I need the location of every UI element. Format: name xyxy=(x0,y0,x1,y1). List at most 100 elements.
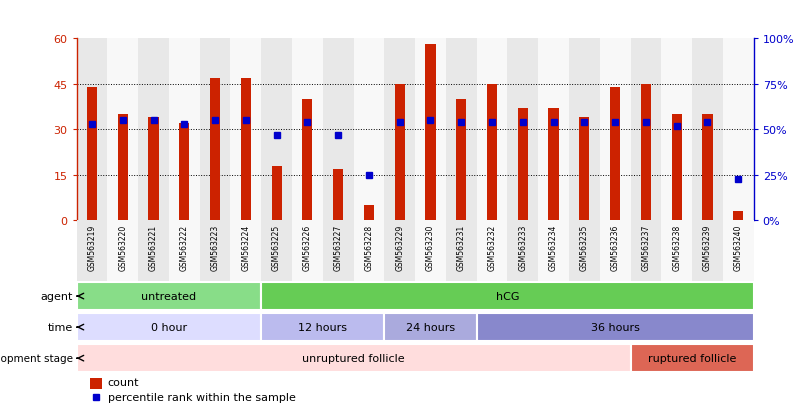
Text: GSM563219: GSM563219 xyxy=(88,224,97,270)
Bar xyxy=(87,88,97,221)
Bar xyxy=(148,118,159,221)
Bar xyxy=(322,221,354,281)
Bar xyxy=(107,221,138,281)
Text: GSM563239: GSM563239 xyxy=(703,224,712,270)
Text: time: time xyxy=(48,322,73,332)
Bar xyxy=(702,115,713,221)
Text: ruptured follicle: ruptured follicle xyxy=(648,353,736,363)
Bar xyxy=(487,85,497,221)
FancyBboxPatch shape xyxy=(476,313,754,342)
Text: GSM563231: GSM563231 xyxy=(457,224,466,270)
Bar xyxy=(517,109,528,221)
Text: GSM563222: GSM563222 xyxy=(180,224,189,270)
Bar xyxy=(600,221,630,281)
Bar xyxy=(169,221,200,281)
Text: development stage: development stage xyxy=(0,353,73,363)
Text: GSM563232: GSM563232 xyxy=(488,224,496,270)
Bar xyxy=(272,166,281,221)
Text: untreated: untreated xyxy=(141,291,197,301)
Bar xyxy=(384,39,415,221)
Text: GSM563237: GSM563237 xyxy=(642,224,650,270)
Bar xyxy=(292,221,322,281)
Bar xyxy=(210,78,220,221)
Bar xyxy=(456,100,467,221)
Bar xyxy=(90,378,102,389)
Bar xyxy=(231,39,261,221)
Bar xyxy=(138,39,169,221)
Bar xyxy=(118,115,128,221)
FancyBboxPatch shape xyxy=(77,344,630,373)
Bar xyxy=(641,85,651,221)
FancyBboxPatch shape xyxy=(630,344,754,373)
Text: 24 hours: 24 hours xyxy=(406,322,455,332)
FancyBboxPatch shape xyxy=(77,313,261,342)
Text: 36 hours: 36 hours xyxy=(591,322,640,332)
FancyBboxPatch shape xyxy=(384,313,476,342)
Bar xyxy=(723,39,754,221)
Bar xyxy=(630,39,661,221)
Text: GSM563223: GSM563223 xyxy=(210,224,219,270)
Text: GSM563220: GSM563220 xyxy=(118,224,127,270)
Bar xyxy=(415,39,446,221)
Bar xyxy=(179,124,189,221)
Text: agent: agent xyxy=(40,291,73,301)
Bar xyxy=(446,39,476,221)
Text: unruptured follicle: unruptured follicle xyxy=(302,353,405,363)
Bar xyxy=(538,39,569,221)
FancyBboxPatch shape xyxy=(77,282,261,311)
Text: 0 hour: 0 hour xyxy=(151,322,187,332)
Text: GSM563225: GSM563225 xyxy=(272,224,281,270)
Bar xyxy=(354,39,384,221)
Bar xyxy=(426,45,435,221)
Bar xyxy=(395,85,405,221)
Bar xyxy=(322,39,354,221)
Bar xyxy=(333,169,343,221)
FancyBboxPatch shape xyxy=(261,313,384,342)
Bar xyxy=(538,221,569,281)
Text: GSM563227: GSM563227 xyxy=(334,224,343,270)
Bar xyxy=(261,221,292,281)
Bar xyxy=(169,39,200,221)
Bar xyxy=(569,221,600,281)
Text: GSM563240: GSM563240 xyxy=(733,224,742,270)
Bar xyxy=(384,221,415,281)
Bar xyxy=(476,221,508,281)
Bar xyxy=(415,221,446,281)
Text: GSM563224: GSM563224 xyxy=(241,224,251,270)
Bar xyxy=(138,221,169,281)
Bar xyxy=(630,221,661,281)
Bar xyxy=(671,115,682,221)
Text: count: count xyxy=(108,377,139,387)
Bar xyxy=(508,39,538,221)
Text: percentile rank within the sample: percentile rank within the sample xyxy=(108,392,296,402)
Text: hCG: hCG xyxy=(496,291,519,301)
Bar xyxy=(77,221,107,281)
Bar xyxy=(231,221,261,281)
Text: GSM563226: GSM563226 xyxy=(303,224,312,270)
Text: GSM563238: GSM563238 xyxy=(672,224,681,270)
Text: GSM563221: GSM563221 xyxy=(149,224,158,270)
Bar xyxy=(200,39,231,221)
Bar xyxy=(302,100,313,221)
Bar xyxy=(569,39,600,221)
Bar xyxy=(364,206,374,221)
FancyBboxPatch shape xyxy=(261,282,754,311)
Bar xyxy=(446,221,476,281)
Bar xyxy=(610,88,620,221)
Bar xyxy=(508,221,538,281)
Bar xyxy=(476,39,508,221)
Bar xyxy=(241,78,251,221)
Text: GSM563234: GSM563234 xyxy=(549,224,558,270)
Bar xyxy=(292,39,322,221)
Bar xyxy=(733,212,743,221)
Bar xyxy=(200,221,231,281)
Bar xyxy=(661,221,692,281)
Bar xyxy=(580,118,589,221)
Bar xyxy=(107,39,138,221)
Text: GSM563236: GSM563236 xyxy=(611,224,620,270)
Bar xyxy=(723,221,754,281)
Bar xyxy=(692,39,723,221)
Bar xyxy=(77,39,107,221)
Text: GSM563230: GSM563230 xyxy=(426,224,435,270)
Text: GSM563229: GSM563229 xyxy=(395,224,404,270)
